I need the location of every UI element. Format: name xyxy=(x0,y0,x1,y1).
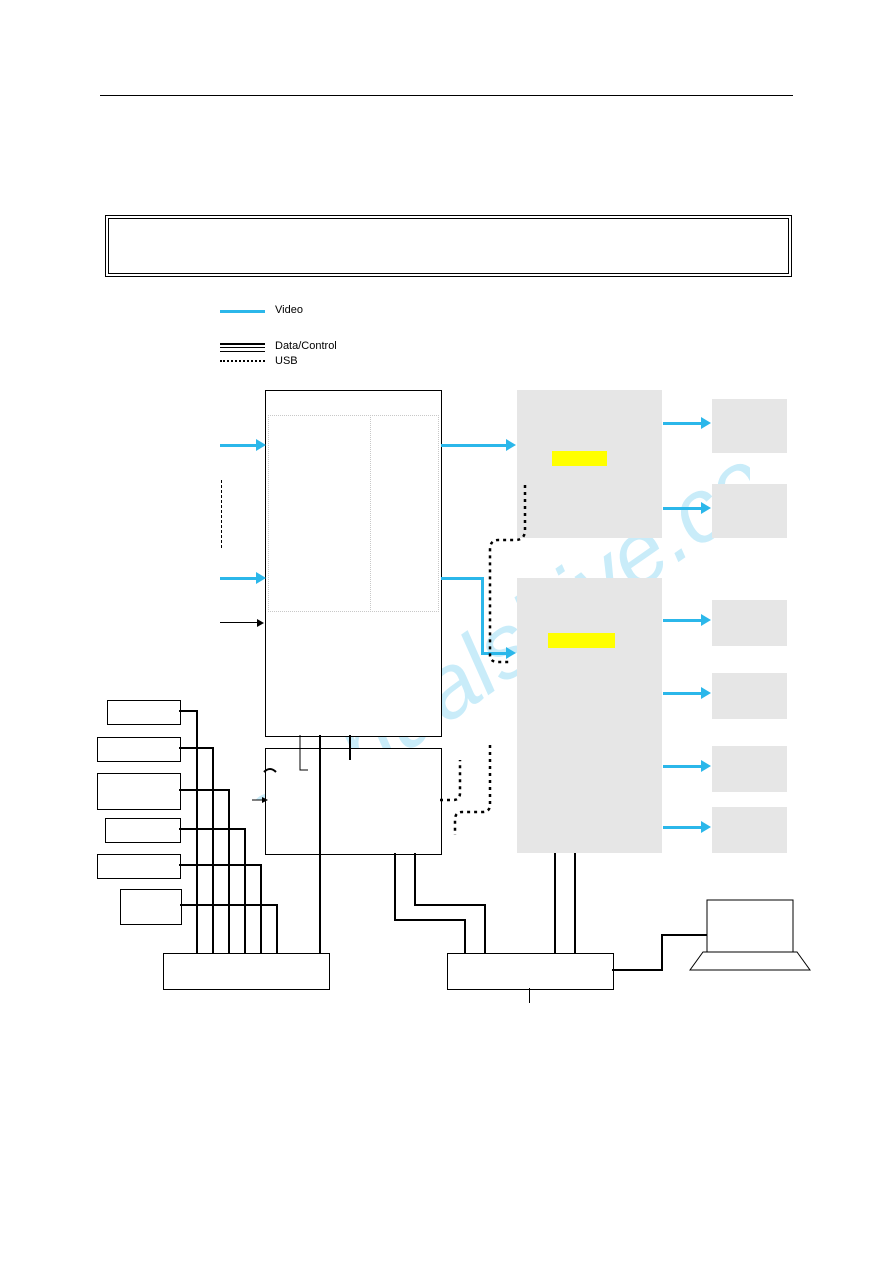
left-box-4 xyxy=(105,818,181,843)
blue-out-1 xyxy=(663,422,703,425)
small-grey-5 xyxy=(712,746,787,792)
left-box-6 xyxy=(120,889,182,925)
blue-in-2 xyxy=(220,577,258,580)
header-rule xyxy=(100,95,793,96)
bottom-bar-right-tail xyxy=(529,988,530,1003)
legend-data-line1 xyxy=(220,343,265,345)
left-box-2 xyxy=(97,737,181,762)
left-box-5 xyxy=(97,854,181,879)
legend-data-line3 xyxy=(220,351,265,352)
black-in-1 xyxy=(220,622,258,623)
page: manualshive.com .page [data-name="legend… xyxy=(0,0,893,1263)
blue-main-to-greytop xyxy=(441,444,508,447)
legend-video-line-noarrow xyxy=(220,310,265,313)
blue-elbow-v xyxy=(481,577,484,655)
small-grey-2 xyxy=(712,484,787,538)
yellow-bottom xyxy=(548,633,615,648)
lower-box xyxy=(265,748,442,855)
small-grey-3 xyxy=(712,600,787,646)
yellow-top xyxy=(552,451,607,466)
blue-out-3 xyxy=(663,619,703,622)
legend-usb-line xyxy=(220,360,265,364)
small-grey-6 xyxy=(712,807,787,853)
legend-data-line2 xyxy=(220,347,265,348)
grey-bottom xyxy=(517,578,662,853)
left-box-3 xyxy=(97,773,181,810)
blue-in-1 xyxy=(220,444,258,447)
dash-between-blue xyxy=(221,480,222,548)
small-grey-4 xyxy=(712,673,787,719)
blue-out-2 xyxy=(663,507,703,510)
blue-elbow-h2 xyxy=(481,652,508,655)
title-box-inner xyxy=(108,218,789,274)
legend-data-label: Data/Control xyxy=(275,340,337,353)
bottom-bar-left xyxy=(163,953,330,990)
blue-out-5 xyxy=(663,765,703,768)
bottom-bar-right xyxy=(447,953,614,990)
legend-usb-label: USB xyxy=(275,355,298,368)
blue-out-6 xyxy=(663,826,703,829)
left-box-1 xyxy=(107,700,181,725)
legend-video-label: Video xyxy=(275,304,303,317)
laptop-icon xyxy=(685,895,815,980)
small-grey-1 xyxy=(712,399,787,453)
blue-elbow-h1 xyxy=(441,577,483,580)
main-block-inner-top xyxy=(268,415,439,612)
blue-out-4 xyxy=(663,692,703,695)
main-block-inner-vsplit xyxy=(370,415,371,610)
